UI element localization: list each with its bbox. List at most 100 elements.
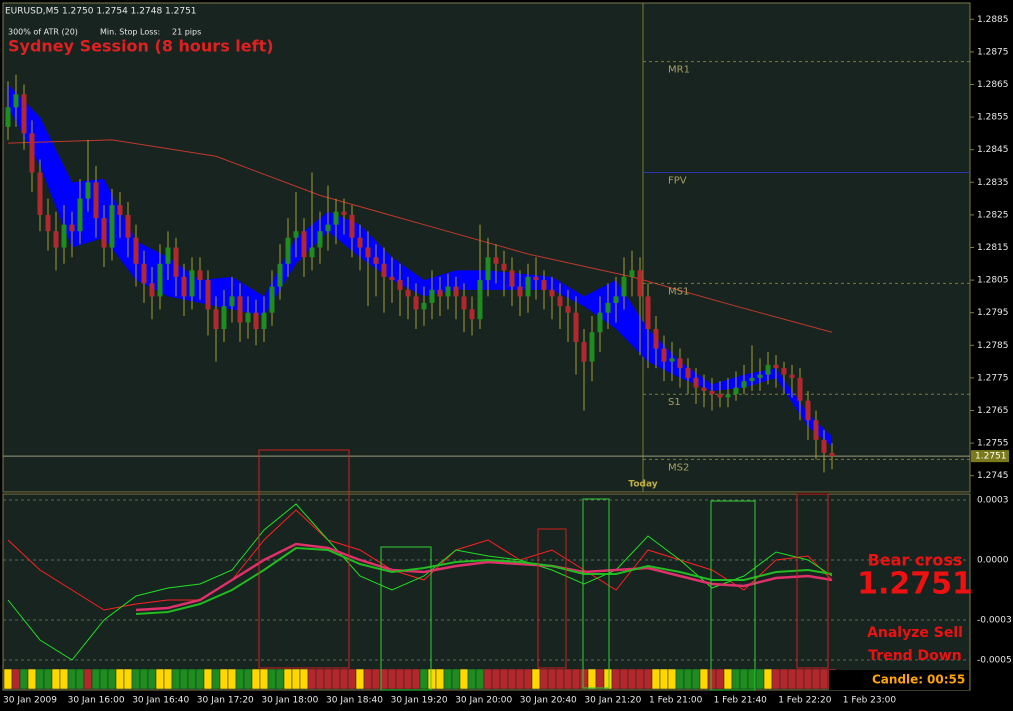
session-label: Sydney Session (8 hours left) (8, 37, 274, 56)
strip-cell (579, 668, 589, 690)
candle-body (101, 218, 107, 248)
atr-label: 300% of ATR (20) (8, 28, 78, 37)
y-tick-label: 1.2795 (977, 308, 1009, 318)
strip-cell (451, 668, 461, 690)
strip-cell (763, 668, 773, 690)
strip-cell (171, 668, 181, 690)
candle-body (13, 94, 19, 108)
strip-cell (347, 668, 357, 690)
strip-cell (795, 668, 805, 690)
strip-cell (267, 668, 277, 690)
candle-body (757, 374, 763, 378)
strip-cell (123, 668, 133, 690)
strip-cell (595, 668, 605, 690)
candle-body (405, 289, 411, 297)
candle-body (813, 420, 819, 440)
candle-body (45, 214, 51, 232)
moving-average (7, 139, 833, 333)
strip-cell (611, 668, 621, 690)
pivot-label: MR1 (668, 65, 690, 76)
x-tick-label: 30 Jan 16:40 (132, 696, 189, 706)
candle-body (381, 263, 387, 277)
strip-cell (587, 668, 597, 690)
signal-box (582, 498, 610, 689)
candle-body (269, 286, 275, 313)
strip-cell (315, 668, 325, 690)
candle-body (61, 224, 67, 248)
candle-body (797, 377, 803, 401)
candle-body (365, 247, 371, 258)
strip-cell (227, 668, 237, 690)
candle-body (437, 289, 443, 297)
x-tick-label: 1 Feb 22:20 (778, 696, 832, 706)
candle-body (581, 342, 587, 362)
strip-cell (387, 668, 397, 690)
candle-body (765, 364, 771, 375)
candle-body (309, 247, 315, 258)
strip-cell (299, 668, 309, 690)
candle-body (637, 270, 643, 297)
strip-cell (139, 668, 149, 690)
y-tick-label: 1.2835 (977, 178, 1009, 188)
y-tick-label: 1.2745 (977, 471, 1009, 481)
candle-body (173, 247, 179, 277)
strip-cell (811, 668, 821, 690)
strip-cell (179, 668, 189, 690)
candle-body (5, 107, 11, 127)
strip-cell (515, 668, 525, 690)
candle-body (285, 237, 291, 264)
candle-label: Candle: (872, 673, 923, 687)
candle-body (109, 205, 115, 248)
candle-body (157, 263, 163, 297)
y-tick-label: 1.2865 (977, 80, 1009, 90)
strip-cell (203, 668, 213, 690)
stop-label: Min. Stop Loss: (100, 28, 160, 37)
candle-body (317, 231, 323, 248)
strip-cell (43, 668, 53, 690)
candle-body (485, 257, 491, 281)
candle-body (829, 452, 835, 457)
strip-cell (339, 668, 349, 690)
candle-body (717, 394, 723, 398)
strip-cell (67, 668, 77, 690)
current-price-box (971, 450, 1009, 463)
candle-body (117, 205, 123, 215)
candle-body (93, 182, 99, 219)
candle-body (253, 312, 259, 329)
strip-cell (507, 668, 517, 690)
candle-body (349, 214, 355, 238)
trend-label: Trend Down (868, 648, 961, 664)
candle-body (245, 312, 251, 323)
indicator-tick-label: 0.0000 (977, 556, 1009, 566)
y-tick-label: 1.2815 (977, 243, 1009, 253)
strip-cell (59, 668, 69, 690)
candle-body (669, 358, 675, 362)
strip-cell (35, 668, 45, 690)
x-tick-label: 30 Jan 19:20 (391, 696, 448, 706)
candle-body (141, 263, 147, 284)
strip-cell (459, 668, 469, 690)
y-tick-label: 1.2755 (977, 439, 1009, 449)
strip-cell (243, 668, 253, 690)
x-tick-label: 30 Jan 18:00 (261, 696, 318, 706)
strip-cell (275, 668, 285, 690)
pivot-label: S1 (668, 397, 681, 408)
strip-cell (723, 668, 733, 690)
indicator-line (7, 503, 833, 661)
strip-cell (363, 668, 373, 690)
strip-cell (603, 668, 613, 690)
candle-body (301, 231, 307, 258)
strip-cell (483, 668, 493, 690)
candle-body (413, 296, 419, 310)
strip-cell (531, 668, 541, 690)
candle-body (461, 296, 467, 310)
strip-cell (75, 668, 85, 690)
candle-body (821, 439, 827, 453)
strip-cell (731, 668, 741, 690)
today-label: Today (628, 480, 657, 490)
strip-cell (771, 668, 781, 690)
strip-cell (51, 668, 61, 690)
strip-cell (307, 668, 317, 690)
candle-body (229, 296, 235, 307)
